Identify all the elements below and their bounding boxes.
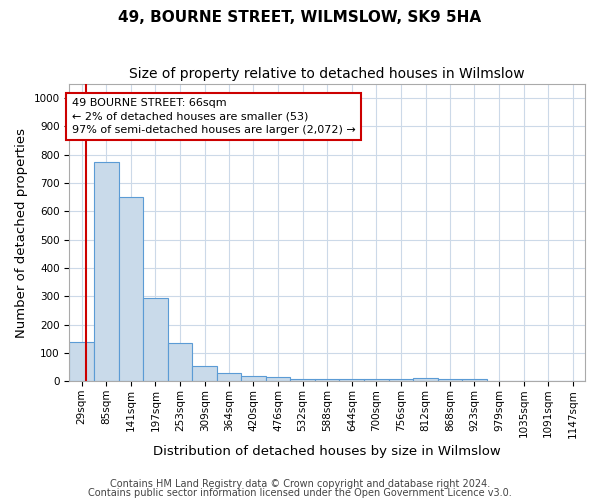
Bar [438,379,463,381]
Bar [462,379,487,381]
Title: Size of property relative to detached houses in Wilmslow: Size of property relative to detached ho… [130,68,525,82]
Text: Contains public sector information licensed under the Open Government Licence v3: Contains public sector information licen… [88,488,512,498]
Bar [193,366,217,381]
Text: Contains HM Land Registry data © Crown copyright and database right 2024.: Contains HM Land Registry data © Crown c… [110,479,490,489]
Text: 49, BOURNE STREET, WILMSLOW, SK9 5HA: 49, BOURNE STREET, WILMSLOW, SK9 5HA [118,10,482,25]
Y-axis label: Number of detached properties: Number of detached properties [15,128,28,338]
Bar [168,343,193,381]
Bar [70,342,94,381]
Bar [413,378,438,381]
Bar [315,379,340,381]
Bar [290,379,315,381]
Bar [143,298,168,381]
Bar [266,377,290,381]
Bar [119,197,143,381]
Bar [389,379,413,381]
Bar [364,379,389,381]
X-axis label: Distribution of detached houses by size in Wilmslow: Distribution of detached houses by size … [154,444,501,458]
Bar [217,372,241,381]
Bar [340,379,364,381]
Bar [241,376,266,381]
Bar [94,162,119,381]
Text: 49 BOURNE STREET: 66sqm
← 2% of detached houses are smaller (53)
97% of semi-det: 49 BOURNE STREET: 66sqm ← 2% of detached… [72,98,356,134]
